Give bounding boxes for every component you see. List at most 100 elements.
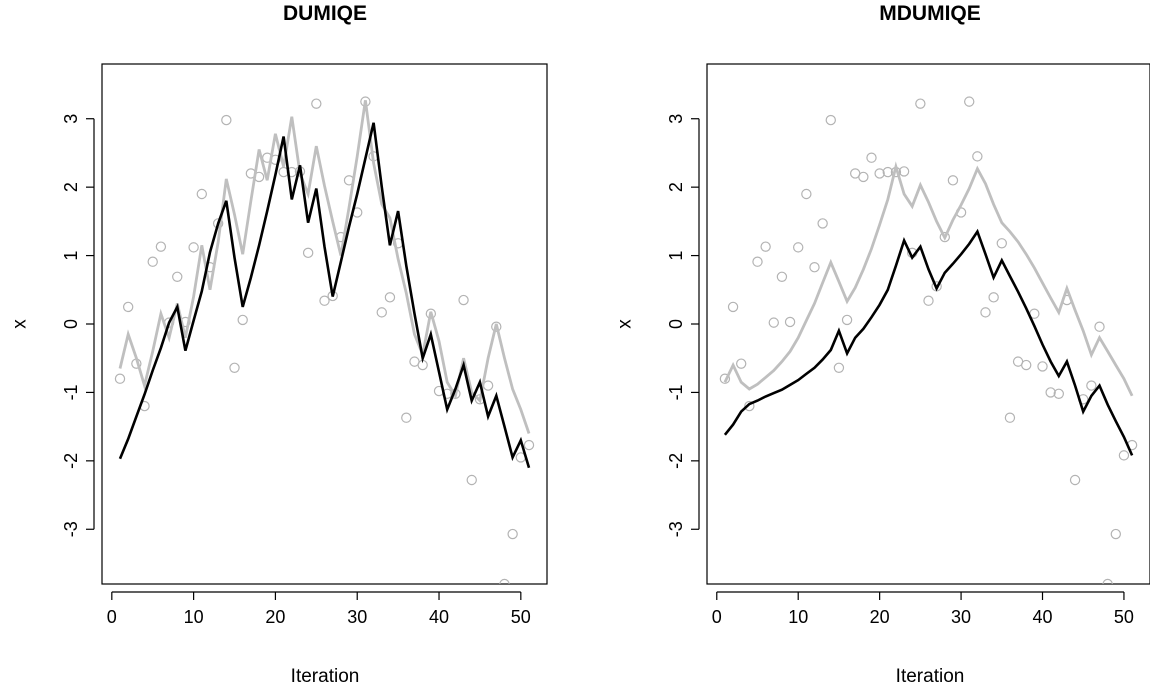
observation-point bbox=[302, 247, 314, 259]
panel-dumiqe: DUMIQE 0 10 20 30 40 50 -3 -2 -1 0 1 2 3 Iteration x bbox=[10, 2, 548, 687]
observation-point bbox=[736, 358, 747, 369]
y-axis-label: x bbox=[10, 319, 31, 329]
plot-frame bbox=[101, 63, 548, 585]
x-tick-label: 30 bbox=[951, 607, 971, 627]
x-tick-label: 40 bbox=[429, 607, 449, 627]
observation-point bbox=[237, 314, 248, 326]
observation-point bbox=[809, 262, 820, 273]
observation-point bbox=[482, 380, 494, 391]
observation-point bbox=[768, 317, 779, 328]
y-tick-label: -1 bbox=[666, 384, 686, 400]
upper-line bbox=[723, 161, 1134, 397]
y-tick-label: -3 bbox=[61, 521, 81, 537]
chart-title: DUMIQE bbox=[283, 2, 367, 25]
x-tick-label: 20 bbox=[265, 607, 285, 627]
observation-point bbox=[1004, 412, 1016, 423]
observation-point bbox=[972, 151, 983, 162]
estimate-line bbox=[118, 122, 531, 469]
observation-point bbox=[866, 152, 877, 163]
observation-point bbox=[188, 242, 199, 253]
plot-frame bbox=[706, 63, 1150, 585]
observation-point bbox=[801, 188, 812, 200]
observation-point bbox=[882, 166, 893, 178]
observation-point bbox=[841, 314, 853, 326]
observation-point bbox=[122, 301, 134, 313]
observation-point bbox=[793, 242, 804, 253]
x-tick-label: 10 bbox=[788, 607, 808, 627]
observation-point bbox=[221, 114, 232, 126]
observation-point bbox=[939, 231, 950, 243]
observation-point bbox=[491, 321, 502, 332]
observation-point bbox=[1037, 361, 1048, 372]
x-tick-label: 0 bbox=[107, 607, 117, 627]
observation-point bbox=[744, 400, 755, 412]
observation-point bbox=[1021, 359, 1032, 371]
observation-point bbox=[996, 238, 1007, 249]
observation-point bbox=[311, 98, 322, 109]
observation-point bbox=[784, 316, 796, 328]
x-tick-label: 50 bbox=[511, 607, 531, 627]
y-tick-label: 3 bbox=[666, 114, 686, 124]
observation-point bbox=[229, 362, 240, 373]
y-tick-label: 0 bbox=[666, 319, 686, 329]
y-tick-label: 1 bbox=[61, 251, 81, 261]
y-tick-label: 2 bbox=[666, 182, 686, 192]
observation-point bbox=[458, 294, 469, 306]
observation-point bbox=[980, 307, 991, 318]
observation-point bbox=[523, 439, 535, 451]
x-axis-label: Iteration bbox=[896, 666, 965, 687]
observation-point bbox=[384, 292, 396, 303]
observation-point bbox=[1094, 321, 1105, 332]
observation-point bbox=[923, 295, 934, 306]
panel-mdumiqe: MDUMIQE 0 10 20 30 40 50 -3 -2 -1 0 1 2 3 Iteration x bbox=[615, 2, 1150, 687]
observation-point bbox=[988, 292, 999, 303]
observation-point bbox=[147, 256, 158, 267]
observation-point bbox=[874, 168, 885, 179]
x-tick-label: 0 bbox=[712, 607, 722, 627]
y-axis-label: x bbox=[615, 319, 636, 329]
observation-point bbox=[1086, 380, 1097, 391]
observation-point bbox=[760, 241, 771, 252]
x-tick-label: 20 bbox=[870, 607, 890, 627]
observation-point bbox=[947, 175, 959, 186]
observation-point bbox=[319, 295, 330, 306]
observation-point bbox=[776, 271, 788, 282]
estimate-line bbox=[723, 228, 1134, 456]
y-tick-label: -3 bbox=[666, 521, 686, 537]
plot-area bbox=[719, 96, 1138, 584]
observation-point bbox=[114, 373, 126, 384]
x-axis-label: Iteration bbox=[291, 666, 360, 687]
observation-point bbox=[401, 412, 412, 423]
y-tick-label: 2 bbox=[61, 182, 81, 192]
y-tick-label: -2 bbox=[666, 453, 686, 469]
observation-point bbox=[155, 241, 167, 252]
chart-title: MDUMIQE bbox=[879, 2, 981, 25]
observation-point bbox=[858, 171, 869, 183]
observation-point bbox=[915, 98, 926, 109]
observation-point bbox=[727, 301, 739, 313]
y-tick-label: 0 bbox=[61, 319, 81, 329]
observation-point bbox=[507, 528, 518, 540]
observation-point bbox=[1045, 387, 1056, 398]
observation-point bbox=[1102, 578, 1113, 584]
observation-point bbox=[825, 114, 836, 126]
observation-point bbox=[719, 373, 731, 384]
observation-point bbox=[964, 96, 975, 107]
observation-point bbox=[499, 578, 510, 584]
y-tick-label: -2 bbox=[61, 453, 81, 469]
observation-point bbox=[172, 271, 183, 282]
observation-point bbox=[1053, 388, 1064, 399]
observation-point bbox=[376, 307, 387, 318]
x-tick-label: 40 bbox=[1032, 607, 1052, 627]
observation-point bbox=[817, 218, 828, 229]
x-tick-label: 10 bbox=[184, 607, 204, 627]
plot-area bbox=[114, 96, 535, 584]
observation-point bbox=[1118, 450, 1130, 461]
y-tick-label: 3 bbox=[61, 114, 81, 124]
observation-point bbox=[466, 474, 477, 486]
observation-point bbox=[898, 166, 910, 177]
observation-point bbox=[196, 188, 207, 200]
observation-point bbox=[1110, 528, 1121, 540]
y-tick-label: -1 bbox=[61, 384, 81, 400]
